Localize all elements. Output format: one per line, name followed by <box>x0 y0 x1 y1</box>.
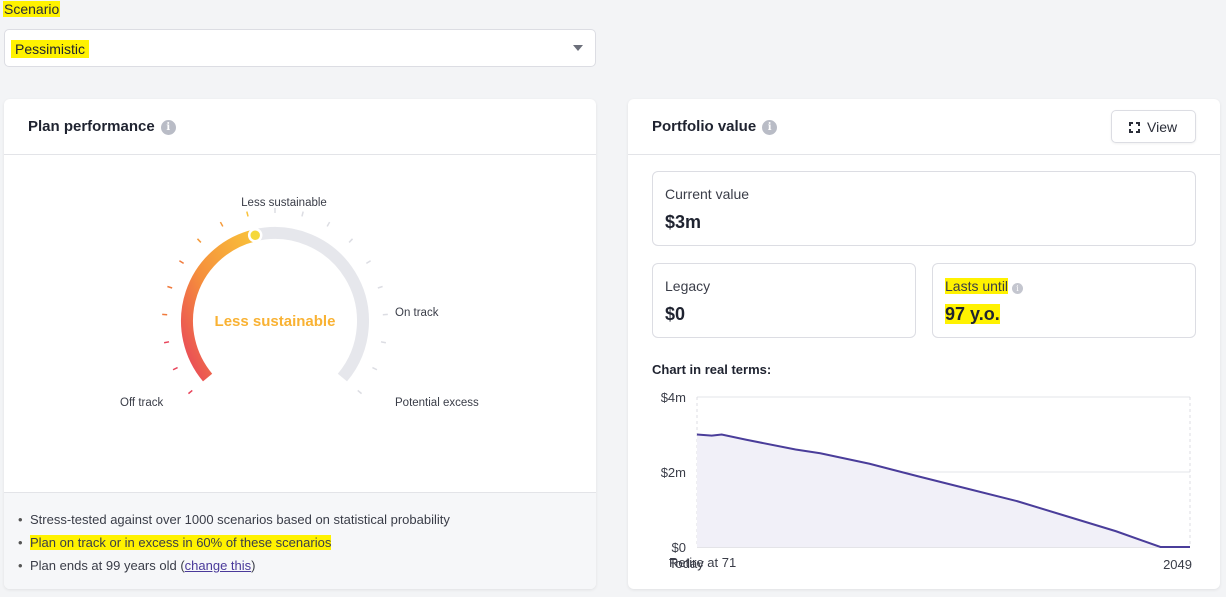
gauge-tick <box>372 366 378 371</box>
gauge-tick <box>357 389 363 395</box>
bullet-on-track-percent: • Plan on track or in excess in 60% of th… <box>18 535 332 550</box>
chart-title: Chart in real terms: <box>652 362 772 377</box>
chart-xlabel-end: 2049 <box>1163 557 1192 572</box>
chart-ytick-label: $0 <box>672 540 686 555</box>
gauge-center-label: Less sustainable <box>215 313 336 330</box>
chart-xlabel-retire: Retire at 71 <box>669 555 736 570</box>
bullet-plan-ends: • Plan ends at 99 years old (change this) <box>18 558 256 573</box>
lasts-until-value: 97 y.o. <box>945 304 1000 324</box>
gauge-tick <box>172 366 178 371</box>
gauge-tick <box>179 260 185 265</box>
sustainability-gauge: Less sustainable Less sustainable On tra… <box>120 197 479 409</box>
gauge-indicator <box>247 228 263 243</box>
legacy-box: Legacy $0 <box>652 263 916 338</box>
gauge-tick <box>365 260 371 265</box>
gauge-tick <box>348 238 354 243</box>
current-value-label: Current value <box>665 186 750 202</box>
chart-ytick-label: $4m <box>661 390 686 405</box>
bullet-stress-tested: • Stress-tested against over 1000 scenari… <box>18 512 450 527</box>
chart-ytick-label: $2m <box>661 465 686 480</box>
legacy-amount: $0 <box>665 304 686 324</box>
gauge-tick <box>380 341 387 344</box>
gauge-label-bottom-right: Potential excess <box>395 397 479 409</box>
plan-performance-title: Plan performance i <box>28 118 176 135</box>
gauge-tick <box>167 285 173 289</box>
chart-area <box>697 434 1190 547</box>
scenario-select[interactable]: Pessimistic <box>4 29 596 67</box>
gauge-tick <box>301 211 304 217</box>
plan-performance-header: Plan performance i <box>4 99 596 155</box>
gauge-tick <box>377 285 383 289</box>
gauge-tick <box>326 221 331 227</box>
gauge-fill <box>181 229 257 382</box>
gauge-tick <box>196 238 202 243</box>
gauge-ticks <box>162 208 388 395</box>
portfolio-value-header: Portfolio value i View <box>628 99 1220 155</box>
lasts-until-box: Lasts until i 97 y.o. <box>932 263 1196 338</box>
plan-bullets: • Stress-tested against over 1000 scenari… <box>18 511 450 580</box>
view-button-label: View <box>1147 119 1178 135</box>
info-icon[interactable]: i <box>160 120 176 135</box>
plan-performance-footer: • Stress-tested against over 1000 scenari… <box>4 492 596 589</box>
legacy-label: Legacy <box>665 278 711 294</box>
gauge-track <box>253 227 369 382</box>
plan-performance-card: Plan performance i Less sustainable Less … <box>4 99 596 589</box>
gauge-tick <box>246 211 249 217</box>
chevron-down-icon <box>573 45 583 51</box>
gauge-tick <box>187 389 193 395</box>
portfolio-value-title: Portfolio value i <box>652 118 778 135</box>
gauge-label-right: On track <box>395 307 439 319</box>
scenario-label: Scenario <box>3 1 61 17</box>
current-value-box: Current value $3m <box>652 171 1196 246</box>
expand-icon <box>1129 122 1140 133</box>
lasts-until-label: Lasts until i <box>945 278 1024 294</box>
gauge-tick <box>219 221 224 227</box>
portfolio-value-card: Portfolio value i View Current value $3m … <box>628 99 1220 589</box>
gauge-label-top: Less sustainable <box>241 197 327 209</box>
chart-xlabel-today: Today <box>669 556 704 571</box>
gauge-label-bottom-left: Off track <box>120 397 163 409</box>
view-button[interactable]: View <box>1111 110 1196 143</box>
scenario-selected-value: Pessimistic <box>11 40 90 58</box>
chart-series-line <box>696 433 1190 548</box>
change-this-link[interactable]: change this <box>184 558 252 573</box>
gauge-tick <box>163 341 170 344</box>
info-icon[interactable]: i <box>1012 283 1024 294</box>
current-value-amount: $3m <box>665 212 702 232</box>
info-icon[interactable]: i <box>762 120 778 135</box>
